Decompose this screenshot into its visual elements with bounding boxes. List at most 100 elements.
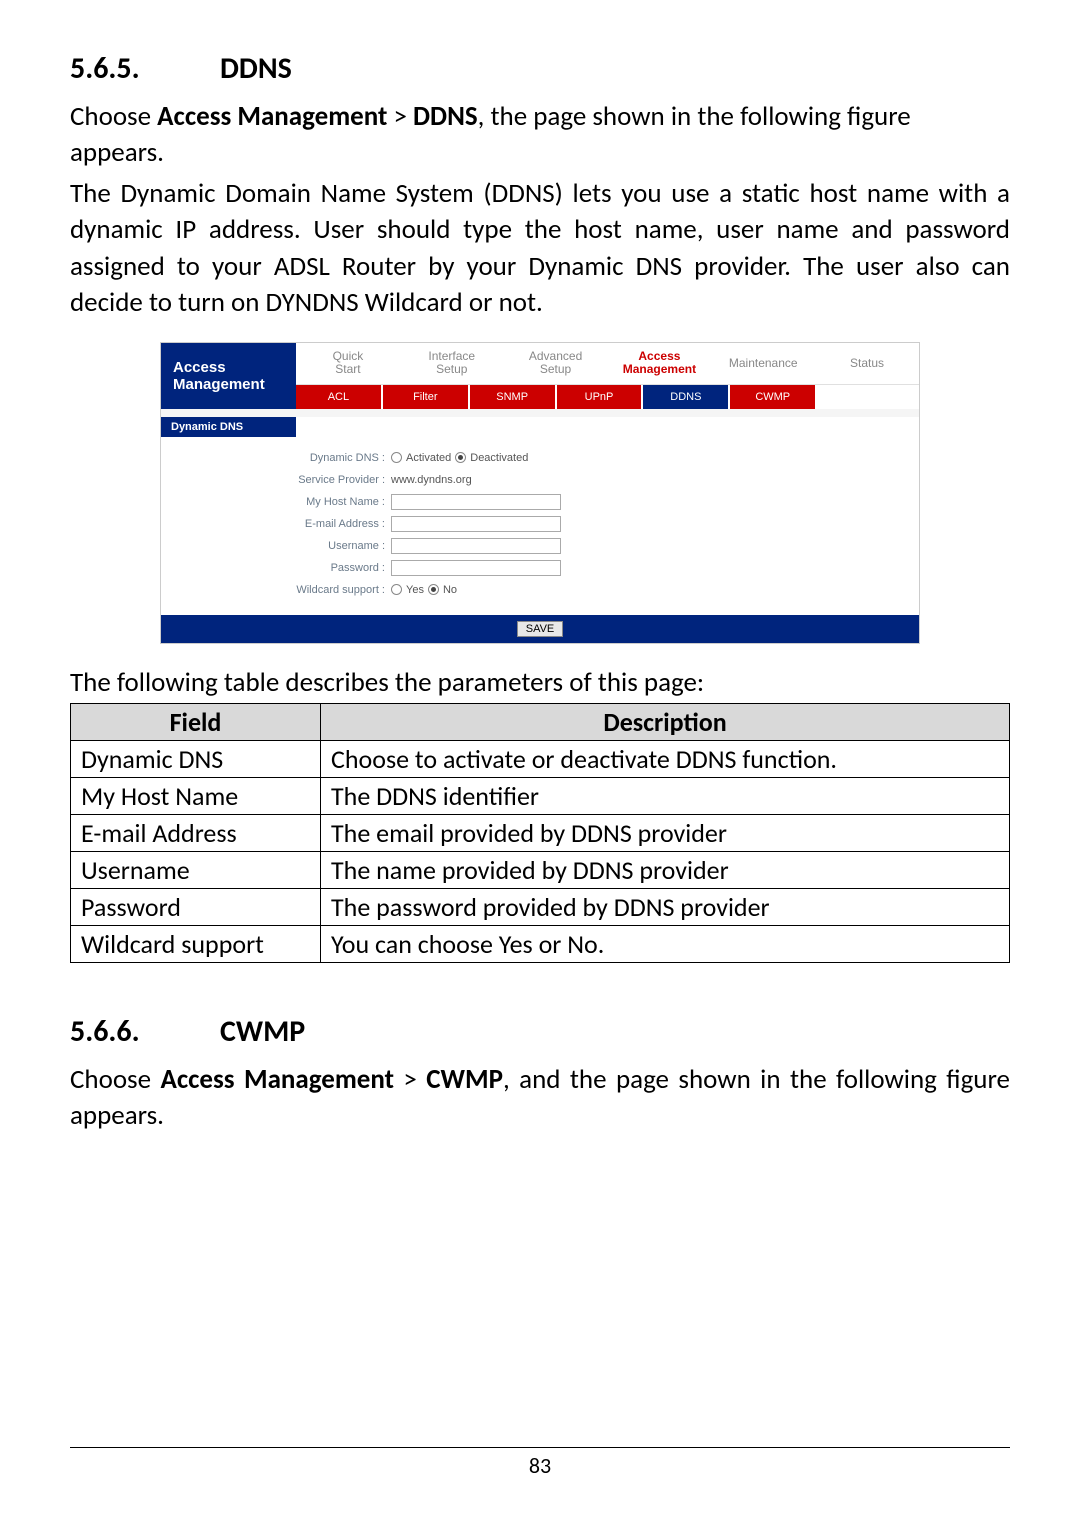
form-value: [391, 560, 919, 576]
cell-field: Username: [71, 851, 321, 888]
cell-desc: You can choose Yes or No.: [321, 925, 1010, 962]
text-input[interactable]: [391, 560, 561, 576]
section-title: CWMP: [220, 1013, 305, 1050]
form-area: Dynamic DNS :Activated DeactivatedServic…: [161, 437, 919, 615]
radio-option[interactable]: [428, 584, 439, 595]
main-tab[interactable]: AccessManagement: [607, 343, 711, 385]
topnav: Access Management QuickStartInterfaceSet…: [161, 343, 919, 409]
main-tab[interactable]: AdvancedSetup: [504, 343, 608, 385]
param-table: Field Description Dynamic DNSChoose to a…: [70, 703, 1010, 963]
text-input[interactable]: [391, 538, 561, 554]
form-label: My Host Name :: [161, 496, 391, 508]
footer-line: [70, 1447, 1010, 1448]
text-input[interactable]: [391, 494, 561, 510]
t: Access Management: [160, 1063, 394, 1096]
form-value: [391, 494, 919, 510]
cell-field: My Host Name: [71, 777, 321, 814]
th-field: Field: [71, 703, 321, 740]
form-row: Wildcard support :Yes No: [161, 579, 919, 601]
t: Access: [173, 359, 296, 376]
table-row: Dynamic DNSChoose to activate or deactiv…: [71, 740, 1010, 777]
page-number: 83: [529, 1452, 551, 1479]
spacer: [161, 409, 919, 417]
form-label: Dynamic DNS :: [161, 452, 391, 464]
t: DDNS: [413, 100, 478, 133]
t: Management: [173, 376, 296, 393]
cell-desc: Choose to activate or deactivate DDNS fu…: [321, 740, 1010, 777]
sub-tab[interactable]: DDNS: [643, 385, 730, 409]
section-heading-ddns: 5.6.5.DDNS: [70, 50, 1010, 87]
main-tab[interactable]: Status: [815, 343, 919, 385]
table-row: PasswordThe password provided by DDNS pr…: [71, 888, 1010, 925]
table-row: Wildcard supportYou can choose Yes or No…: [71, 925, 1010, 962]
cell-field: Wildcard support: [71, 925, 321, 962]
intro-paragraph-1: Choose Access Management > DDNS, the pag…: [70, 99, 1010, 172]
form-label: Wildcard support :: [161, 584, 391, 596]
form-value: [391, 538, 919, 554]
radio-option[interactable]: [391, 584, 402, 595]
t: Choose: [70, 1063, 160, 1096]
cell-field: E-mail Address: [71, 814, 321, 851]
radio-label: Activated: [406, 452, 451, 464]
main-tab[interactable]: InterfaceSetup: [400, 343, 504, 385]
section-number: 5.6.5.: [70, 50, 220, 87]
radio-label: Deactivated: [470, 452, 528, 464]
radio-label: Yes: [406, 584, 424, 596]
section-heading-cwmp: 5.6.6.CWMP: [70, 1013, 1010, 1050]
form-value: Activated Deactivated: [391, 452, 919, 464]
t: Access Management: [157, 100, 387, 133]
t: Choose: [70, 100, 157, 133]
cell-field: Dynamic DNS: [71, 740, 321, 777]
section-number: 5.6.6.: [70, 1013, 220, 1050]
desc-paragraph: The Dynamic Domain Name System (DDNS) le…: [70, 176, 1010, 322]
save-button[interactable]: SAVE: [517, 621, 564, 637]
tabs-row2: ACLFilterSNMPUPnPDDNSCWMP: [296, 385, 919, 409]
th-desc: Description: [321, 703, 1010, 740]
sub-tab[interactable]: ACL: [296, 385, 383, 409]
sub-tab[interactable]: SNMP: [470, 385, 557, 409]
form-row: Dynamic DNS :Activated Deactivated: [161, 447, 919, 469]
form-row: E-mail Address :: [161, 513, 919, 535]
text-input[interactable]: [391, 516, 561, 532]
router-ui-screenshot: Access Management QuickStartInterfaceSet…: [160, 342, 920, 644]
tabs-row1: QuickStartInterfaceSetupAdvancedSetupAcc…: [296, 343, 919, 385]
sub-tab[interactable]: UPnP: [557, 385, 644, 409]
cell-desc: The DDNS identifier: [321, 777, 1010, 814]
section-bar-row: Dynamic DNS: [161, 417, 919, 437]
cell-field: Password: [71, 888, 321, 925]
sub-tab[interactable]: Filter: [383, 385, 470, 409]
form-row: Password :: [161, 557, 919, 579]
form-label: Password :: [161, 562, 391, 574]
table-caption: The following table describes the parame…: [70, 666, 1010, 699]
topnav-left-title: Access Management: [161, 343, 296, 409]
form-label: Username :: [161, 540, 391, 552]
radio-option[interactable]: [455, 452, 466, 463]
form-value: www.dyndns.org: [391, 474, 919, 486]
t: >: [394, 1063, 426, 1096]
form-row: Service Provider :www.dyndns.org: [161, 469, 919, 491]
main-tab[interactable]: Maintenance: [711, 343, 815, 385]
static-value: www.dyndns.org: [391, 474, 472, 486]
save-bar: SAVE: [161, 615, 919, 643]
section-title: DDNS: [220, 50, 292, 87]
form-value: [391, 516, 919, 532]
form-label: E-mail Address :: [161, 518, 391, 530]
intro-paragraph-2: Choose Access Management > CWMP, and the…: [70, 1062, 1010, 1135]
radio-label: No: [443, 584, 457, 596]
radio-option[interactable]: [391, 452, 402, 463]
cell-desc: The email provided by DDNS provider: [321, 814, 1010, 851]
cell-desc: The name provided by DDNS provider: [321, 851, 1010, 888]
sub-tab-blank: [817, 385, 919, 409]
section-bar-rest: [296, 417, 919, 437]
form-row: Username :: [161, 535, 919, 557]
t: CWMP: [426, 1063, 503, 1096]
main-tab[interactable]: QuickStart: [296, 343, 400, 385]
form-label: Service Provider :: [161, 474, 391, 486]
section-bar: Dynamic DNS: [161, 417, 296, 437]
topnav-tabs: QuickStartInterfaceSetupAdvancedSetupAcc…: [296, 343, 919, 409]
sub-tab[interactable]: CWMP: [730, 385, 817, 409]
page-footer: 83: [70, 1447, 1010, 1479]
form-value: Yes No: [391, 584, 919, 596]
table-row: My Host NameThe DDNS identifier: [71, 777, 1010, 814]
form-row: My Host Name :: [161, 491, 919, 513]
